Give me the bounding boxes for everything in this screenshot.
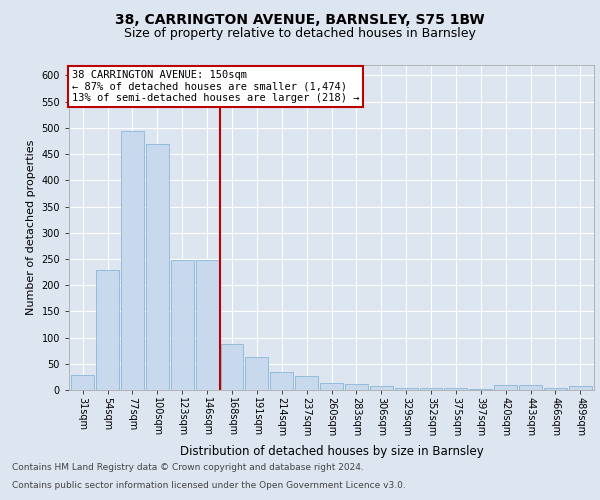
Bar <box>171 260 194 390</box>
Text: Contains public sector information licensed under the Open Government Licence v3: Contains public sector information licen… <box>12 481 406 490</box>
Bar <box>71 376 94 390</box>
Text: Contains HM Land Registry data © Crown copyright and database right 2024.: Contains HM Land Registry data © Crown c… <box>12 464 364 472</box>
Bar <box>345 384 368 390</box>
Text: 38 CARRINGTON AVENUE: 150sqm
← 87% of detached houses are smaller (1,474)
13% of: 38 CARRINGTON AVENUE: 150sqm ← 87% of de… <box>71 70 359 103</box>
Bar <box>370 386 393 390</box>
Bar <box>320 382 343 390</box>
Bar <box>544 388 567 390</box>
Bar <box>270 372 293 390</box>
Bar <box>245 357 268 390</box>
Bar <box>395 388 418 390</box>
Bar <box>196 260 218 390</box>
X-axis label: Distribution of detached houses by size in Barnsley: Distribution of detached houses by size … <box>179 444 484 458</box>
Text: Size of property relative to detached houses in Barnsley: Size of property relative to detached ho… <box>124 28 476 40</box>
Bar <box>569 386 592 390</box>
Bar <box>519 385 542 390</box>
Bar <box>469 389 492 390</box>
Bar <box>121 130 144 390</box>
Bar <box>419 388 442 390</box>
Y-axis label: Number of detached properties: Number of detached properties <box>26 140 36 315</box>
Bar <box>494 385 517 390</box>
Bar <box>445 388 467 390</box>
Text: 38, CARRINGTON AVENUE, BARNSLEY, S75 1BW: 38, CARRINGTON AVENUE, BARNSLEY, S75 1BW <box>115 12 485 26</box>
Bar <box>146 144 169 390</box>
Bar <box>96 270 119 390</box>
Bar <box>221 344 244 390</box>
Bar <box>295 376 318 390</box>
